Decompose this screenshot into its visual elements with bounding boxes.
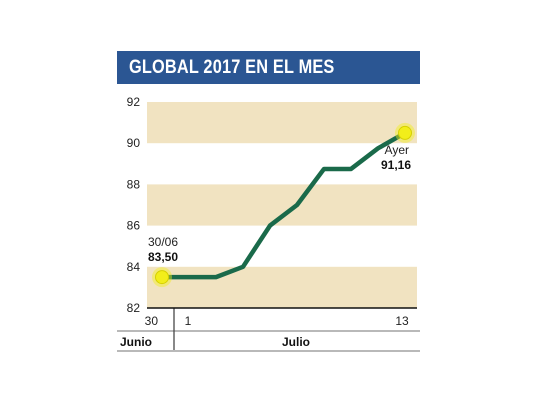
start-marker [155, 270, 169, 285]
series-layer [159, 130, 408, 280]
y-axis: 82 84 86 88 90 92 [127, 95, 141, 315]
y-tick-label: 82 [127, 301, 141, 315]
band-1 [147, 184, 417, 226]
background-bands [147, 102, 417, 308]
x-tick-label: 13 [395, 314, 409, 328]
y-tick-label: 90 [127, 136, 141, 150]
y-tick-label: 92 [127, 95, 141, 109]
end-label: Ayer [385, 143, 409, 157]
month-label: Julio [282, 335, 310, 349]
x-axis: 30 1 13 Junio Julio [117, 307, 420, 352]
markers-layer [152, 122, 415, 288]
y-tick-label: 84 [127, 260, 141, 274]
end-marker [398, 125, 412, 140]
x-tick-label: 30 [145, 314, 159, 328]
month-label: Junio [120, 335, 152, 349]
start-value-label: 83,50 [148, 250, 178, 264]
series-line [159, 130, 408, 280]
chart-title: GLOBAL 2017 EN EL MES [129, 57, 335, 78]
x-tick-label: 1 [185, 314, 192, 328]
band-0 [147, 266, 417, 308]
start-date-label: 30/06 [148, 235, 178, 249]
y-tick-label: 86 [127, 219, 141, 233]
end-value-label: 91,16 [381, 158, 411, 172]
chart-title-bar: GLOBAL 2017 EN EL MES [117, 51, 420, 84]
y-tick-label: 88 [127, 177, 141, 191]
band-2 [147, 102, 417, 144]
